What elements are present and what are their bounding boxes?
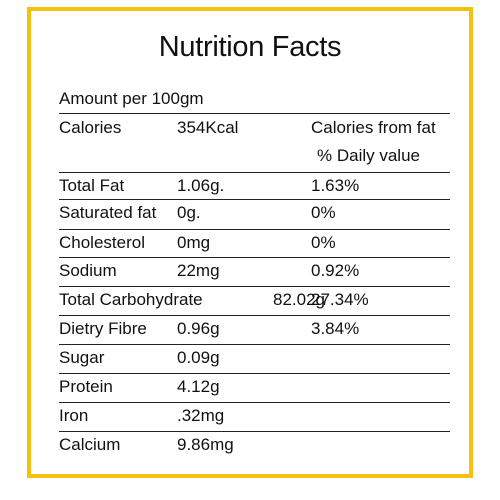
- nutrient-name: Protein: [59, 377, 113, 396]
- nutrient-name: Total Fat: [59, 176, 125, 195]
- divider: [59, 113, 450, 114]
- nutrient-daily-value: 0%: [311, 203, 336, 222]
- nutrient-amount: 9.86mg: [177, 435, 234, 454]
- nutrient-daily-value: 27.34%: [311, 290, 369, 309]
- nutrient-name: Iron: [59, 406, 89, 425]
- divider: [59, 229, 450, 230]
- nutrient-amount: 4.12g: [177, 377, 220, 396]
- divider: [59, 199, 450, 200]
- nutrient-name: Sodium: [59, 261, 117, 280]
- nutrient-amount: 0g.: [177, 203, 201, 222]
- calories-label: Calories: [59, 118, 122, 137]
- panel-title: Nutrition Facts: [158, 31, 342, 63]
- divider: [59, 315, 450, 316]
- divider: [59, 172, 450, 173]
- divider: [59, 257, 450, 258]
- nutrient-name: Calcium: [59, 435, 121, 454]
- nutrient-amount: 82.02g: [273, 290, 325, 309]
- daily-value-header: % Daily value: [317, 146, 420, 165]
- nutrient-amount: 22mg: [177, 261, 220, 280]
- calories-value: 354Kcal: [177, 118, 239, 137]
- nutrient-amount: 1.06g.: [177, 176, 225, 195]
- nutrition-facts-panel: Nutrition Facts Amount per 100gm Calorie…: [27, 7, 473, 478]
- nutrient-daily-value: 0.92%: [311, 261, 360, 280]
- divider: [59, 344, 450, 345]
- amount-per-serving: Amount per 100gm: [59, 89, 204, 108]
- nutrient-name: Dietry Fibre: [59, 319, 147, 338]
- nutrient-amount: 0.96g: [177, 319, 220, 338]
- nutrient-name: Total Carbohydrate: [59, 290, 203, 309]
- divider: [59, 286, 450, 287]
- nutrient-daily-value: 0%: [311, 233, 336, 252]
- nutrient-daily-value: 1.63%: [311, 176, 360, 195]
- nutrient-name: Sugar: [59, 348, 105, 367]
- nutrient-daily-value: 3.84%: [311, 319, 360, 338]
- nutrient-name: Cholesterol: [59, 233, 145, 252]
- nutrient-name: Saturated fat: [59, 203, 157, 222]
- nutrient-amount: 0mg: [177, 233, 211, 252]
- divider: [59, 373, 450, 374]
- divider: [59, 431, 450, 432]
- calories-from-fat-header: Calories from fat: [311, 118, 436, 137]
- nutrient-amount: .32mg: [177, 406, 225, 425]
- divider: [59, 402, 450, 403]
- nutrient-amount: 0.09g: [177, 348, 220, 367]
